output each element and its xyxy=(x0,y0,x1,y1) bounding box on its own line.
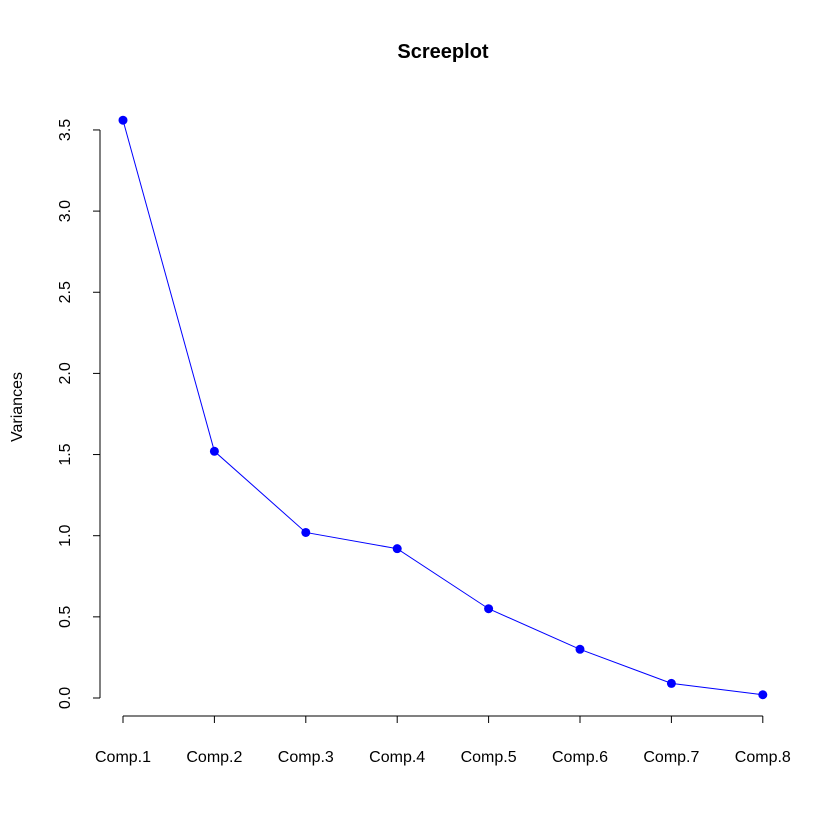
y-tick-label: 0.0 xyxy=(57,687,74,709)
series-line xyxy=(122,120,763,696)
x-tick-label: Comp.7 xyxy=(643,749,699,766)
data-point xyxy=(484,604,494,614)
x-axis: Comp.1 Comp.2 Comp.3 Comp.4 Comp.5 Comp.6 Comp… xyxy=(95,715,791,766)
x-tick-label: Comp.3 xyxy=(278,749,334,766)
data-point xyxy=(118,115,128,125)
chart-title: Screeplot xyxy=(397,41,488,63)
data-point xyxy=(209,446,219,456)
data-point xyxy=(758,690,768,700)
y-tick-label: 2.5 xyxy=(57,281,74,303)
y-axis: 0.0 0.5 1.0 1.5 2.0 2.5 3.0 3.5 xyxy=(57,119,101,709)
x-tick-label: Comp.8 xyxy=(735,749,791,766)
variance-series xyxy=(118,115,768,700)
y-tick-label: 0.5 xyxy=(57,606,74,628)
x-tick-label: Comp.5 xyxy=(461,749,517,766)
y-tick-label: 3.0 xyxy=(57,200,74,222)
y-tick-label: 2.0 xyxy=(57,362,74,384)
y-tick-label: 1.5 xyxy=(57,443,74,465)
data-point xyxy=(666,678,676,688)
y-tick-label: 3.5 xyxy=(57,119,74,141)
data-point xyxy=(575,644,585,654)
x-tick-label: Comp.6 xyxy=(552,749,608,766)
x-tick-label: Comp.1 xyxy=(95,749,151,766)
y-tick-label: 1.0 xyxy=(57,524,74,546)
data-point xyxy=(392,544,402,554)
data-point xyxy=(301,527,311,537)
x-tick-label: Comp.2 xyxy=(186,749,242,766)
x-tick-label: Comp.4 xyxy=(369,749,425,766)
y-axis-label: Variances xyxy=(9,372,26,442)
